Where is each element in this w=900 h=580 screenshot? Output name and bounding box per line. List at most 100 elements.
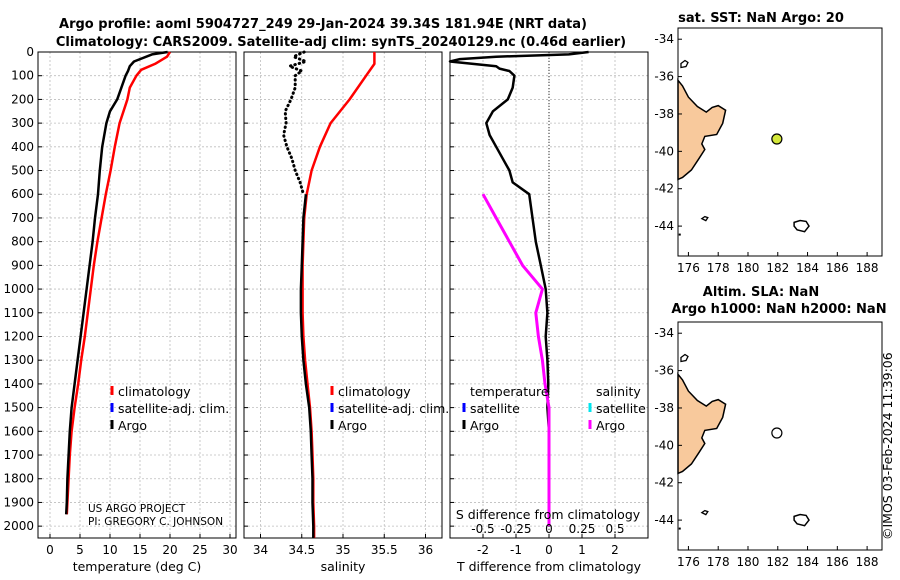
s-tick-label: 0	[545, 522, 553, 536]
lon-tick-label: 186	[826, 555, 849, 569]
chatham-island	[793, 513, 810, 527]
sal-legend-satellite-label: satellite-adj. clim.	[338, 401, 449, 416]
salinity-argo-line	[299, 194, 315, 538]
y-tick-label: 100	[11, 69, 34, 83]
sal-legend-climatology-label: climatology	[338, 384, 411, 399]
sal-legend-argo-label: Argo	[338, 418, 367, 433]
s-tick-label: -0.25	[500, 522, 531, 536]
x-tick-label: 0	[545, 543, 553, 557]
island-small	[680, 59, 689, 69]
s-tick-label: 0.25	[569, 522, 596, 536]
island-small	[680, 353, 689, 363]
x-axis-label: T difference from climatology	[456, 559, 642, 574]
y-tick-label: 2000	[3, 519, 34, 533]
temperature-argo-line	[64, 50, 168, 515]
legend-argo-label: Argo	[118, 418, 147, 433]
lat-tick-label: -40	[654, 438, 674, 452]
islet-dot	[678, 233, 681, 236]
x-tick-label: -1	[510, 543, 522, 557]
diff-legend-t-satellite-label: satellite	[470, 401, 520, 416]
lat-tick-label: -44	[654, 219, 674, 233]
map-frame	[677, 27, 883, 257]
legend-climatology-label: climatology	[118, 384, 191, 399]
diff-legend-s-satellite-label: satellite	[596, 401, 646, 416]
lon-tick-label: 178	[707, 555, 730, 569]
x-tick-label: -2	[477, 543, 489, 557]
map-sst-title: sat. SST: NaN Argo: 20	[678, 11, 844, 26]
lon-tick-label: 182	[766, 261, 789, 275]
sla-map-panel: 176 178 180 182 184 186 188 -34 -36 -38 -40 -42 -44	[654, 321, 883, 569]
sst-map-panel: 176 178 180 182 184 186 188 -34 -36 -38 -40 -42 -44	[654, 27, 883, 275]
x-axis-label: temperature (deg C)	[73, 559, 202, 574]
x-tick-label: 25	[192, 543, 207, 557]
map-frame	[677, 321, 883, 551]
salinity-panel: 34 34.5 35 35.5 36 salinity climatology satelli…	[243, 50, 449, 574]
y-tick-label: 800	[11, 235, 34, 249]
y-tick-label: 900	[11, 258, 34, 272]
figure-title-line1: Argo profile: aoml 5904727_249 29-Jan-20…	[59, 17, 587, 32]
legend-salinity-heading: salinity	[596, 384, 641, 399]
x-tick-label: 34.5	[288, 543, 315, 557]
lon-tick-label: 186	[826, 261, 849, 275]
x-tick-label: 2	[611, 543, 619, 557]
lat-tick-label: -36	[654, 364, 674, 378]
y-tick-label: 1200	[3, 329, 34, 343]
diff-legend-s-argo-label: Argo	[596, 418, 625, 433]
s-axis-label: S difference from climatology	[456, 507, 641, 522]
x-tick-label: 34	[253, 543, 268, 557]
diff-legend-t-argo-label: Argo	[470, 418, 499, 433]
x-tick-label: 20	[162, 543, 177, 557]
x-tick-label: 35	[335, 543, 350, 557]
salinity-diff-argo-line	[481, 193, 551, 527]
lon-tick-label: 182	[766, 555, 789, 569]
lon-tick-label: 188	[856, 261, 879, 275]
salinity-climatology-line	[301, 52, 376, 538]
islet	[700, 509, 709, 516]
lon-tick-label: 178	[707, 261, 730, 275]
land-north-island	[677, 78, 727, 181]
argo-position-marker	[771, 133, 783, 145]
figure-title-line2: Climatology: CARS2009. Satellite-adj cli…	[56, 35, 626, 50]
temperature-climatology-line	[65, 51, 172, 515]
lon-tick-label: 184	[796, 261, 819, 275]
islet-dot	[678, 527, 681, 530]
y-tick-label: 600	[11, 187, 34, 201]
y-tick-label: 0	[26, 45, 34, 59]
lon-tick-label: 176	[677, 261, 700, 275]
y-tick-label: 1500	[3, 401, 34, 415]
lon-tick-label: 176	[677, 555, 700, 569]
x-tick-label: 10	[102, 543, 117, 557]
y-tick-label: 500	[11, 164, 34, 178]
lat-tick-label: -34	[654, 32, 674, 46]
temperature-panel: 0 5 10 15 20 25 300100200300400500600700800900…	[3, 45, 237, 574]
chatham-island	[793, 219, 810, 233]
legend-satellite-label: satellite-adj. clim.	[118, 401, 229, 416]
x-tick-label: 15	[132, 543, 147, 557]
difference-panel: -2 -1 0 1 2 T difference from climatology temp…	[448, 50, 649, 574]
map-sla-title-line2: Argo h1000: NaN h2000: NaN	[671, 302, 886, 317]
islet	[700, 215, 709, 222]
y-tick-label: 1800	[3, 472, 34, 486]
lon-tick-label: 184	[796, 555, 819, 569]
y-tick-label: 1600	[3, 424, 34, 438]
argo-position-marker	[771, 427, 783, 439]
lat-tick-label: -42	[654, 476, 674, 490]
land-north-island	[677, 372, 727, 475]
lon-tick-label: 180	[737, 261, 760, 275]
lat-tick-label: -38	[654, 401, 674, 415]
y-tick-label: 1300	[3, 353, 34, 367]
y-tick-label: 1700	[3, 448, 34, 462]
legend-temperature-heading: temperature	[470, 384, 549, 399]
credit-pi: PI: GREGORY C. JOHNSON	[88, 516, 223, 528]
y-tick-label: 1000	[3, 282, 34, 296]
x-tick-label: 1	[578, 543, 586, 557]
x-tick-label: 30	[222, 543, 237, 557]
credit-project: US ARGO PROJECT	[88, 503, 186, 515]
x-tick-label: 36	[418, 543, 433, 557]
salinity-argo-upper-dotted	[282, 50, 308, 196]
x-tick-label: 35.5	[371, 543, 398, 557]
lon-tick-label: 180	[737, 555, 760, 569]
y-tick-label: 1100	[3, 306, 34, 320]
x-tick-label: 5	[76, 543, 84, 557]
y-tick-label: 400	[11, 140, 34, 154]
